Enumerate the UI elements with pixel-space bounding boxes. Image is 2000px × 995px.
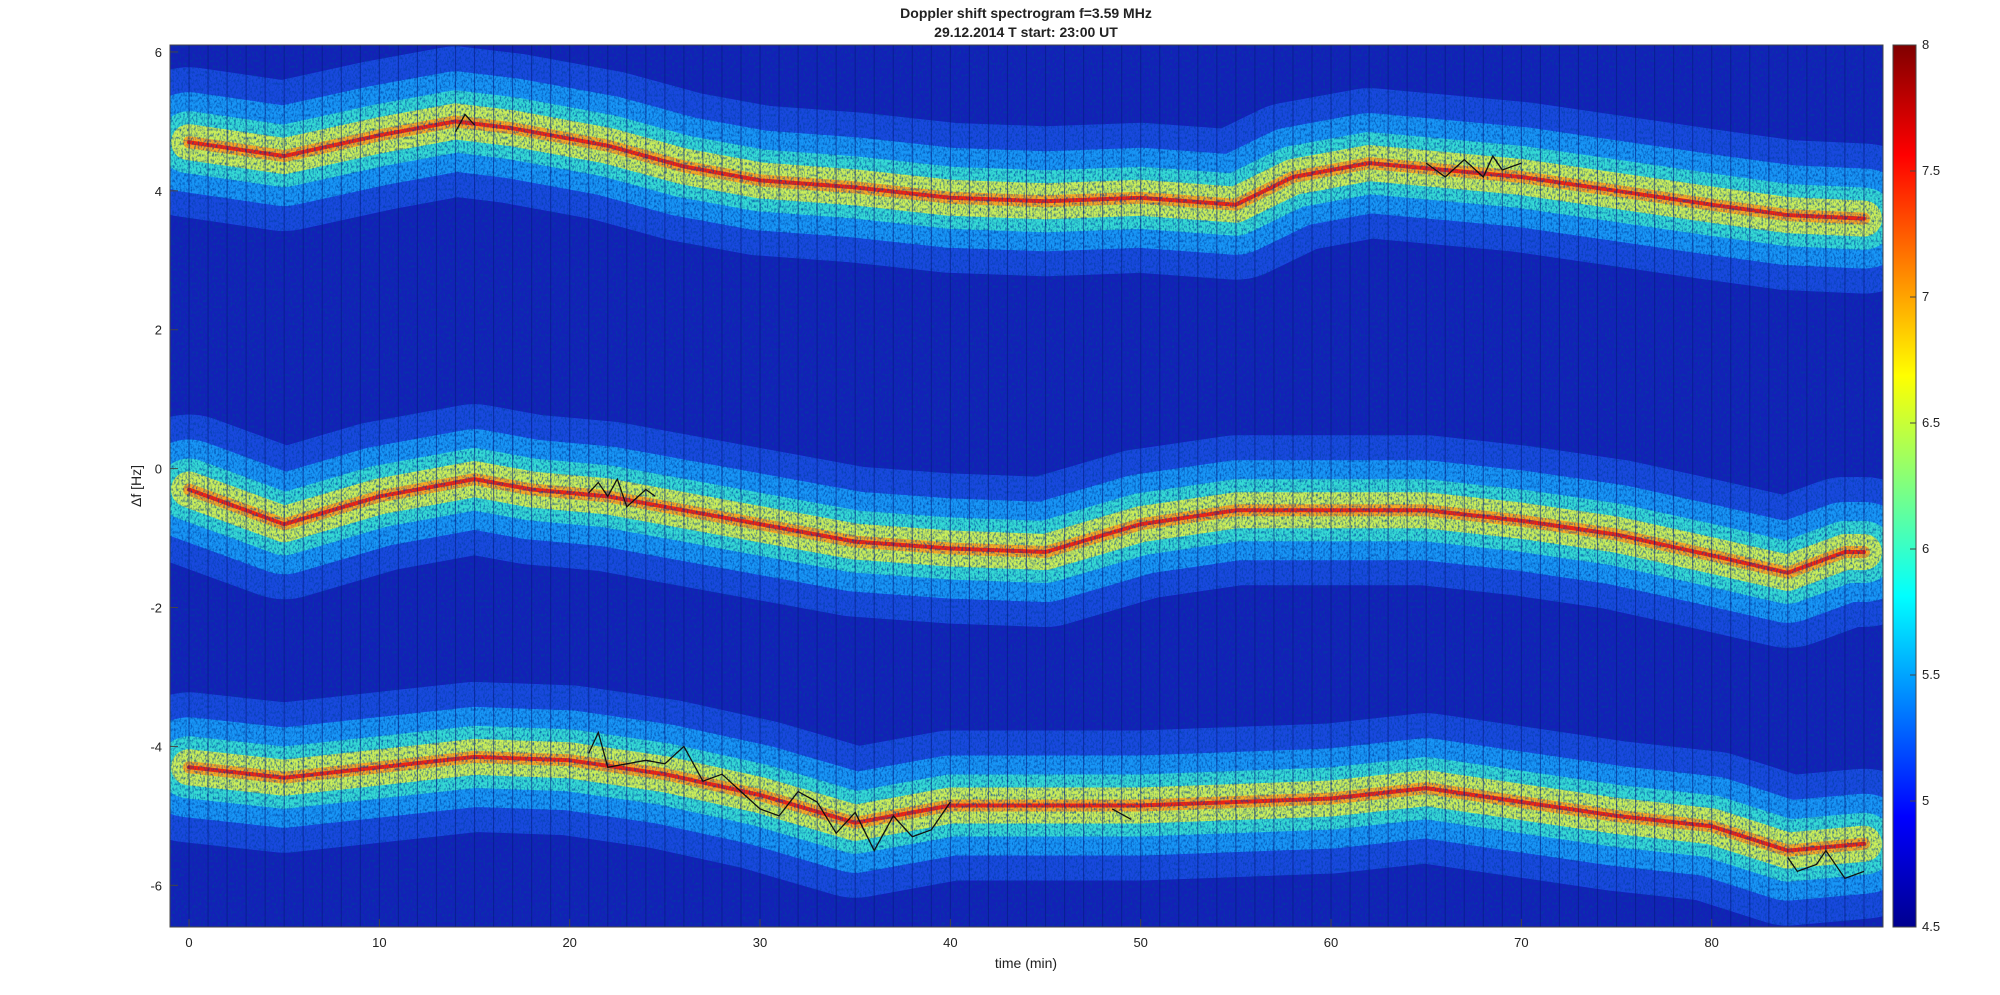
colorbar-tick-label: 5.5	[1922, 667, 1940, 682]
time-slices	[188, 45, 1865, 927]
colorbar-ticks: 8 7.5 7 6.5 6 5.5 5 4.5	[1910, 37, 1940, 934]
x-tick-label: 40	[943, 935, 957, 950]
y-tick-label: 6	[155, 45, 162, 60]
x-tick-label: 0	[185, 935, 192, 950]
y-axis: 6 4 2 0 -2 -4 -6	[150, 45, 178, 893]
y-axis-label: Δf [Hz]	[128, 465, 144, 507]
colorbar-gradient	[1892, 44, 1917, 928]
measured-trace-5	[1111, 808, 1132, 820]
x-tick-label: 70	[1514, 935, 1528, 950]
x-tick-label: 60	[1324, 935, 1338, 950]
measured-trace-1	[454, 113, 475, 133]
measured-trace-6	[1787, 849, 1865, 880]
chart-title-line-2: 29.12.2014 T start: 23:00 UT	[934, 24, 1118, 40]
colorbar-tick-label: 4.5	[1922, 919, 1940, 934]
colorbar-tick-label: 7.5	[1922, 163, 1940, 178]
x-tick-label: 20	[562, 935, 576, 950]
x-axis: 0 10 20 30 40 50 60 70 80	[185, 919, 1719, 950]
measured-trace-4	[588, 730, 951, 853]
x-tick-label: 80	[1704, 935, 1718, 950]
measured-trace-3	[1425, 154, 1522, 179]
chart-title-line-1: Doppler shift spectrogram f=3.59 MHz	[900, 5, 1152, 21]
y-tick-label: -6	[150, 878, 162, 893]
colorbar-tick-label: 5	[1922, 793, 1929, 808]
y-tick-label: -4	[150, 739, 162, 754]
x-tick-label: 50	[1133, 935, 1147, 950]
colorbar-tick-label: 6	[1922, 541, 1929, 556]
colorbar: 8 7.5 7 6.5 6 5.5 5 4.5	[1892, 37, 1940, 934]
y-tick-label: 4	[155, 184, 162, 199]
plot-area	[170, 45, 1883, 927]
x-tick-label: 10	[372, 935, 386, 950]
x-tick-label: 30	[753, 935, 767, 950]
colorbar-tick-label: 6.5	[1922, 415, 1940, 430]
y-tick-label: 2	[155, 323, 162, 338]
y-tick-label: -2	[150, 601, 162, 616]
y-tick-label: 0	[155, 462, 162, 477]
colorbar-tick-label: 7	[1922, 289, 1929, 304]
measured-trace-2	[588, 477, 656, 508]
x-axis-label: time (min)	[995, 955, 1057, 971]
plot-frame	[169, 44, 1884, 928]
colorbar-tick-label: 8	[1922, 37, 1929, 52]
measured-points	[454, 113, 1865, 880]
